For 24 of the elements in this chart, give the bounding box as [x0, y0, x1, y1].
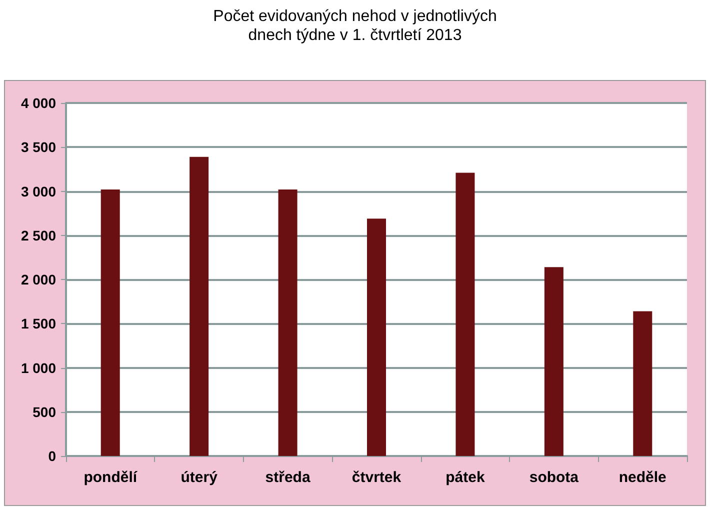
- y-tick-label: 1 500: [20, 316, 56, 332]
- y-tick-label: 0: [48, 448, 56, 464]
- bar: [367, 218, 386, 456]
- bar: [100, 189, 120, 456]
- y-tick-label: 500: [32, 404, 56, 420]
- x-tick-label: středa: [265, 469, 311, 486]
- bar: [278, 189, 298, 456]
- x-tick-label: úterý: [180, 469, 218, 486]
- y-tick-label: 3 000: [20, 183, 56, 200]
- x-tick-label: čtvrtek: [352, 469, 402, 486]
- x-tick-label: neděle: [618, 469, 666, 486]
- x-tick-label: pondělí: [84, 469, 138, 486]
- x-tick-label: pátek: [446, 469, 486, 486]
- bar: [544, 267, 564, 456]
- bar: [633, 311, 652, 456]
- y-tick-label: 2 000: [20, 272, 56, 288]
- y-tick-label: 1 000: [20, 360, 56, 376]
- y-tick-label: 2 500: [20, 227, 56, 244]
- chart-title: Počet evidovaných nehod v jednotlivých dnech týdne v 1. čtvrtletí 2013: [213, 8, 497, 44]
- bar: [456, 172, 475, 456]
- y-tick-label: 3 500: [20, 139, 56, 156]
- x-tick-label: sobota: [529, 469, 580, 486]
- y-tick-label: 4 000: [20, 95, 56, 111]
- bar: [190, 156, 209, 456]
